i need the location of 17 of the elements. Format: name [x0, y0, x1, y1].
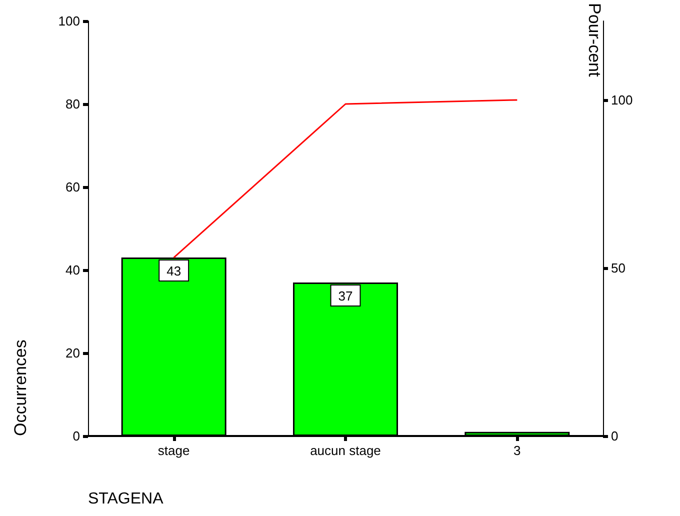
y-tick-label: 60 — [66, 180, 80, 194]
x-tick-label: stage — [158, 443, 190, 458]
y2-tick-label: 100 — [611, 92, 633, 108]
x-tick-label: aucun stage — [310, 443, 381, 458]
y2-tick-label: 50 — [611, 260, 626, 276]
y2-tick-label: 0 — [611, 428, 618, 444]
y-tick-label: 40 — [66, 262, 80, 278]
data-label: 37 — [338, 288, 353, 304]
x-tick-label: 3 — [514, 443, 521, 458]
y-tick-label: 20 — [66, 346, 80, 360]
data-label: 43 — [166, 264, 182, 279]
y-tick-label: 0 — [72, 428, 80, 444]
y-tick-label: 100 — [58, 14, 80, 28]
y-tick-label: 80 — [66, 96, 80, 112]
y-axis-title: Occurrences — [11, 340, 30, 436]
x-axis-title: STAGENA — [88, 490, 164, 508]
y2-axis-title: Pour-cent — [585, 3, 604, 77]
